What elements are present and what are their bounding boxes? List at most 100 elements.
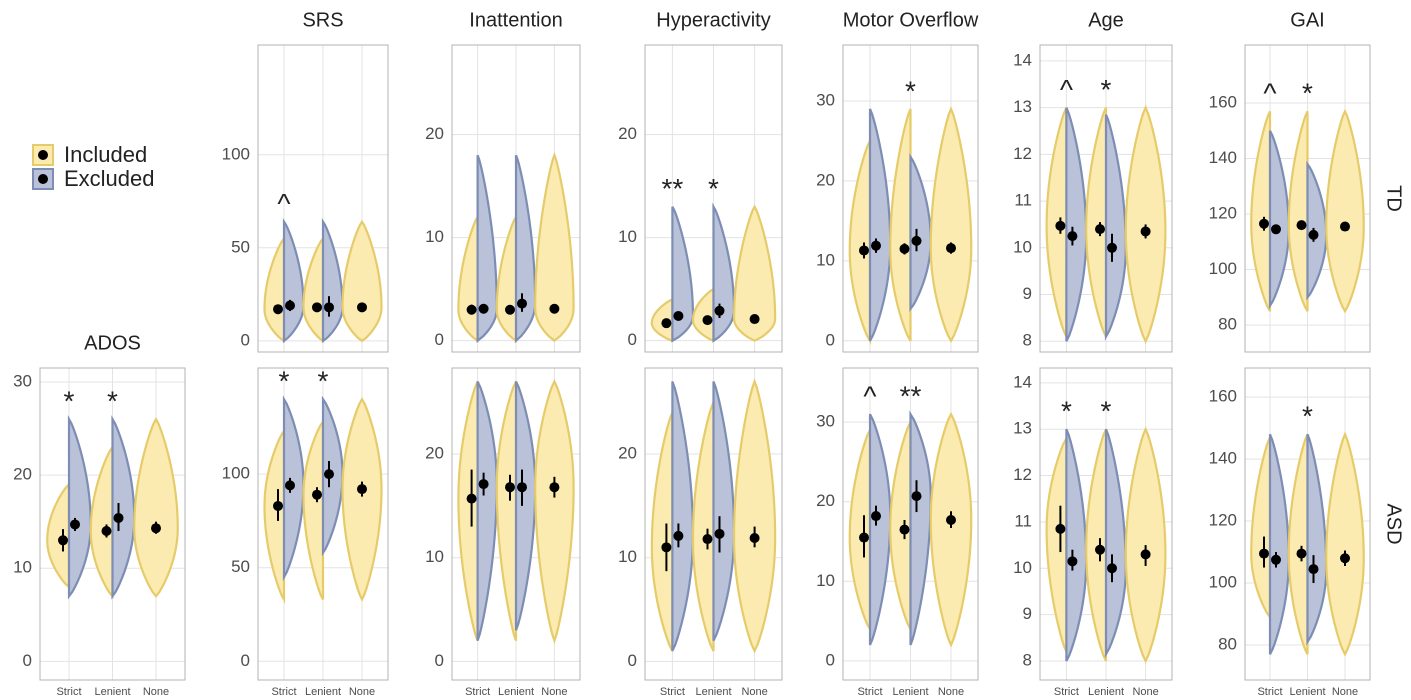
annotation: ^	[1263, 78, 1276, 109]
panel-border	[257, 367, 389, 681]
point	[702, 315, 713, 326]
y-tick-label: 160	[1209, 387, 1237, 406]
annotation: *	[1061, 396, 1072, 427]
violin-included	[263, 427, 286, 604]
point	[273, 500, 283, 511]
violin-included	[1287, 110, 1309, 312]
violin-included	[89, 443, 114, 600]
x-tick-label: Strict	[465, 686, 490, 698]
violin-included	[848, 429, 872, 634]
x-tick-label: Lenient	[1088, 686, 1124, 698]
y-tick-label: 20	[816, 170, 835, 189]
panel-border	[644, 367, 783, 681]
point	[899, 243, 910, 254]
point	[1055, 220, 1066, 231]
point	[946, 515, 956, 526]
panel-title: Age	[1088, 9, 1124, 31]
panel-title: Motor Overflow	[843, 9, 979, 31]
point	[1308, 229, 1319, 240]
violin-included	[650, 412, 674, 652]
x-tick-label: None	[1132, 686, 1158, 698]
y-tick-label: 10	[425, 547, 444, 566]
x-tick-label: None	[938, 686, 964, 698]
violin-included	[1250, 436, 1272, 621]
y-tick-label: 80	[1218, 634, 1237, 653]
x-tick-label: Lenient	[695, 686, 731, 698]
y-tick-label: 0	[241, 330, 250, 349]
violin-included	[691, 401, 715, 652]
annotation: **	[662, 173, 684, 204]
annotation: *	[107, 386, 118, 417]
x-tick-label: Strict	[56, 686, 81, 698]
y-tick-label: 9	[1023, 284, 1032, 303]
x-tick-label: None	[741, 686, 767, 698]
y-tick-label: 12	[1013, 465, 1032, 484]
x-tick-label: None	[349, 686, 375, 698]
point	[749, 314, 760, 325]
y-tick-label: 10	[1013, 237, 1032, 256]
y-tick-label: 50	[231, 237, 250, 256]
y-tick-label: 10	[425, 227, 444, 246]
x-tick-label: Lenient	[498, 686, 534, 698]
y-tick-label: 10	[618, 227, 637, 246]
point	[273, 304, 283, 315]
point	[871, 511, 881, 522]
point	[285, 480, 295, 491]
panel-border	[842, 44, 979, 353]
point	[466, 493, 477, 504]
point	[505, 482, 515, 493]
y-tick-label: 20	[425, 444, 444, 463]
panel-border	[257, 44, 389, 353]
y-tick-label: 0	[826, 330, 835, 349]
point	[673, 530, 684, 541]
annotation: *	[279, 366, 290, 397]
y-tick-label: 14	[1013, 372, 1032, 391]
x-tick-label: None	[541, 686, 567, 698]
annotation: *	[318, 366, 329, 397]
point	[1140, 549, 1151, 560]
y-tick-label: 10	[816, 250, 835, 269]
point	[859, 532, 869, 543]
y-tick-label: 20	[816, 491, 835, 510]
y-tick-label: 20	[618, 124, 637, 143]
panel-title: Inattention	[469, 9, 562, 31]
point	[899, 524, 910, 535]
y-tick-label: 0	[435, 651, 444, 670]
violin-included	[46, 481, 71, 590]
violin-included	[534, 378, 575, 645]
violin-included	[889, 108, 912, 342]
point	[285, 300, 295, 311]
x-tick-label: Lenient	[94, 686, 130, 698]
point	[549, 303, 560, 314]
point	[911, 491, 922, 502]
point	[1107, 563, 1117, 574]
point	[549, 482, 560, 493]
legend: Included Excluded	[32, 142, 155, 191]
y-tick-label: 11	[1014, 191, 1032, 210]
violin-excluded	[1104, 428, 1127, 659]
point	[1340, 221, 1350, 232]
legend-dot	[38, 150, 48, 160]
violin-excluded	[868, 108, 892, 342]
annotation: *	[1302, 401, 1313, 432]
point	[661, 542, 672, 553]
violin-included	[302, 235, 325, 343]
point	[478, 479, 489, 490]
point	[466, 304, 477, 315]
violin-included	[534, 151, 575, 343]
point	[1259, 548, 1269, 559]
panel-border	[451, 367, 581, 681]
violin-included	[929, 105, 973, 344]
y-tick-label: 100	[1209, 259, 1237, 278]
point	[859, 245, 869, 256]
legend-label: Included	[64, 142, 147, 167]
y-tick-label: 10	[618, 547, 637, 566]
row-label: TD	[1383, 185, 1405, 212]
violin-included	[1045, 107, 1068, 338]
y-tick-label: 13	[1013, 419, 1032, 438]
violin-included	[1085, 107, 1108, 338]
y-tick-label: 12	[1013, 144, 1032, 163]
violin-included	[848, 140, 872, 345]
point	[871, 240, 881, 251]
x-tick-label: Strict	[1257, 686, 1282, 698]
